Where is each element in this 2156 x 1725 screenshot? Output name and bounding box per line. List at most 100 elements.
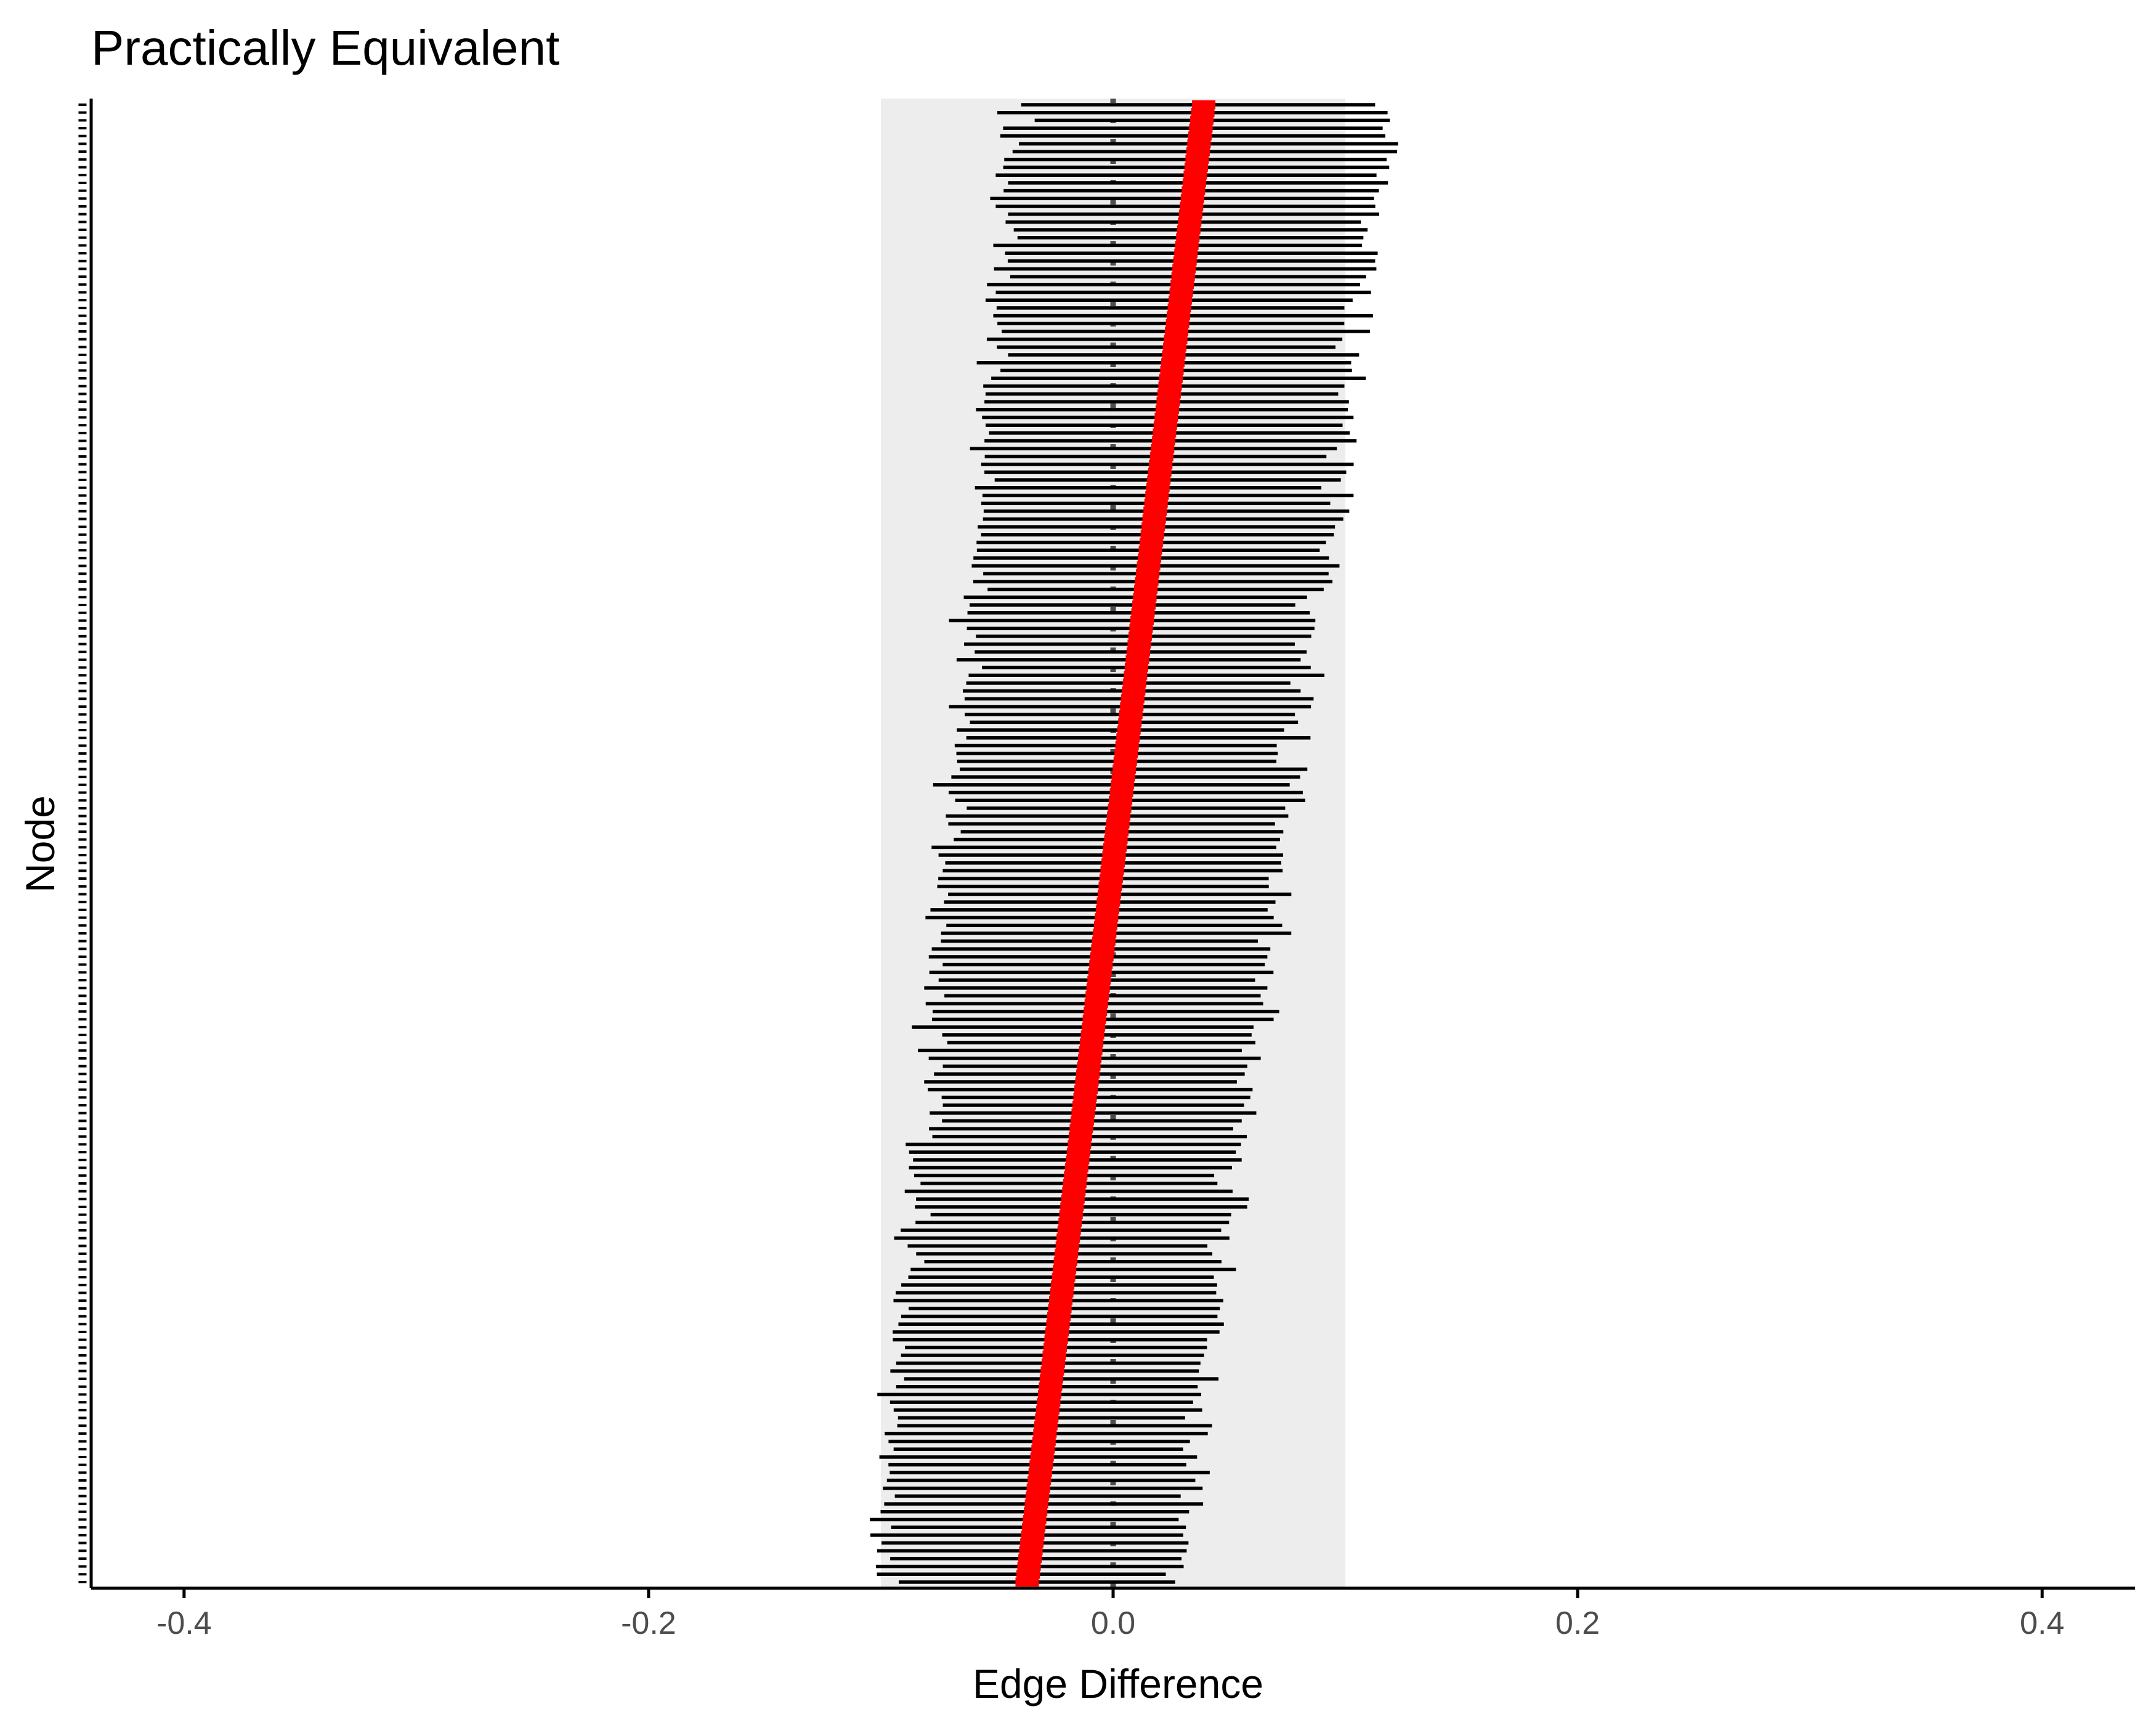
edge-estimate: [1044, 1335, 1068, 1345]
edge-estimate: [1167, 311, 1191, 320]
edge-estimate: [1064, 1163, 1088, 1172]
edge-estimate: [1056, 1233, 1080, 1243]
edge-estimate: [1169, 295, 1193, 305]
edge-estimate: [1180, 193, 1204, 203]
edge-estimate: [1109, 788, 1133, 797]
edge-estimate: [1158, 381, 1182, 391]
edge-estimate: [1019, 1546, 1043, 1556]
edge-estimate: [1155, 405, 1179, 415]
edge-estimate: [1072, 1100, 1096, 1110]
edge-estimate: [1107, 811, 1131, 821]
edge-estimate: [1050, 1288, 1074, 1297]
edge-estimate: [1185, 155, 1209, 164]
edge-estimate: [1144, 498, 1168, 508]
edge-estimate: [1085, 991, 1109, 1000]
edge-estimate: [1021, 1530, 1045, 1540]
edge-estimate: [1140, 530, 1164, 540]
edge-estimate: [1146, 483, 1170, 493]
edge-estimate: [1055, 1249, 1079, 1259]
edge-estimate: [1189, 123, 1213, 133]
edge-estimate: [1043, 1343, 1067, 1352]
edge-estimate: [1119, 710, 1143, 719]
edge-estimate: [1134, 585, 1158, 594]
edge-estimate: [1020, 1538, 1044, 1548]
edge-estimate: [1127, 639, 1151, 649]
edge-estimate: [1018, 1554, 1042, 1564]
edge-estimate: [1057, 1225, 1081, 1235]
edge-estimate: [1063, 1179, 1087, 1188]
edge-estimate: [1029, 1460, 1053, 1470]
edge-estimate: [1117, 725, 1141, 735]
edge-estimate: [1153, 420, 1177, 430]
edge-estimate: [1128, 631, 1152, 641]
edge-estimate: [1182, 178, 1206, 188]
edge-estimate: [1024, 1507, 1048, 1517]
edge-estimate: [1039, 1382, 1063, 1392]
edge-estimate: [1122, 686, 1146, 696]
edge-estimate: [1171, 272, 1195, 282]
edge-estimate: [1143, 506, 1167, 516]
edge-estimate: [1105, 827, 1129, 837]
edge-estimate: [1116, 733, 1140, 743]
edge-estimate: [1167, 303, 1191, 313]
edge-estimate: [1055, 1241, 1079, 1251]
edge-estimate: [1181, 186, 1206, 195]
edge-estimate: [1104, 835, 1128, 844]
x-tick-label: -0.2: [621, 1605, 676, 1641]
edge-estimate: [1133, 592, 1157, 602]
edge-estimate: [1033, 1429, 1057, 1439]
edge-estimate: [1124, 670, 1148, 680]
edge-estimate: [1098, 882, 1122, 891]
edge-estimate: [1049, 1296, 1073, 1305]
edge-estimate: [1040, 1366, 1064, 1376]
edge-estimate: [1058, 1218, 1082, 1227]
edge-estimate: [1103, 843, 1127, 852]
edge-estimate: [1183, 170, 1207, 180]
edge-estimate: [1118, 717, 1142, 727]
edge-estimate: [1080, 1030, 1104, 1040]
edge-estimate: [1126, 647, 1150, 657]
edge-estimate: [1177, 225, 1201, 235]
edge-estimate: [1122, 678, 1146, 688]
edge-estimate: [1061, 1194, 1085, 1204]
edge-estimate: [1052, 1272, 1076, 1282]
edge-estimate: [1022, 1522, 1046, 1532]
edge-estimate: [1053, 1265, 1077, 1274]
edge-estimate: [1140, 538, 1164, 547]
edge-estimate: [1015, 1577, 1039, 1587]
edge-estimate: [1188, 131, 1212, 141]
edge-estimate: [1176, 233, 1200, 243]
edge-estimate: [1109, 795, 1133, 805]
edge-estimate: [1132, 600, 1156, 610]
edge-estimate: [1095, 905, 1119, 915]
edge-estimate: [1170, 280, 1194, 290]
edge-estimate: [1059, 1210, 1083, 1220]
edge-estimate: [1115, 741, 1139, 750]
edge-estimate: [1073, 1093, 1097, 1102]
edge-estimate: [1137, 561, 1161, 570]
edge-estimate: [1031, 1444, 1055, 1454]
edge-estimate: [1096, 897, 1121, 907]
edge-estimate: [1048, 1304, 1072, 1313]
edge-estimate: [1097, 890, 1121, 899]
edge-estimate: [1174, 248, 1198, 258]
chart-title: Practically Equivalent: [91, 20, 559, 75]
edge-estimate: [1124, 663, 1148, 672]
edge-estimate: [1162, 350, 1186, 360]
edge-estimate: [1082, 1022, 1106, 1032]
edge-estimate: [1111, 780, 1135, 790]
x-tick-label: -0.4: [156, 1605, 212, 1641]
y-axis-title: Node: [17, 795, 63, 893]
edge-estimate: [1156, 397, 1180, 407]
edge-estimate: [1045, 1327, 1069, 1337]
edge-estimate: [1064, 1171, 1088, 1180]
edge-estimate: [1023, 1515, 1047, 1524]
edge-estimate: [1129, 623, 1153, 633]
edge-estimate: [1135, 577, 1159, 586]
edge-estimate: [1071, 1108, 1095, 1118]
edge-estimate: [1157, 389, 1181, 399]
edge-estimate: [1078, 1053, 1102, 1063]
edge-estimate: [1068, 1140, 1092, 1149]
edge-estimate: [1145, 491, 1169, 500]
